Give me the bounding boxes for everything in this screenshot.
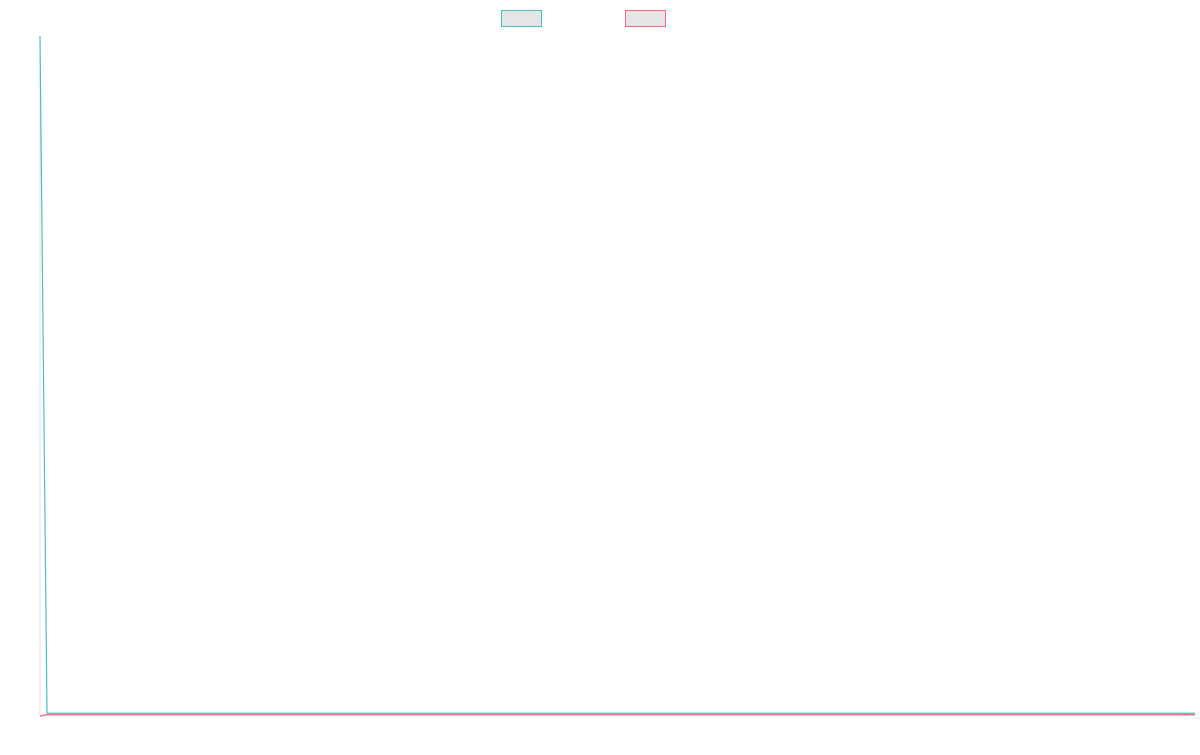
chart-series-layer: [39, 35, 1195, 717]
legend-swatch-1: [501, 10, 542, 27]
chart-axes: [39, 36, 1195, 717]
legend-swatch-2: [625, 10, 666, 27]
series-line-2: [39, 714, 1195, 717]
chart-legend: [501, 10, 666, 27]
series-line-1: [39, 35, 1195, 714]
